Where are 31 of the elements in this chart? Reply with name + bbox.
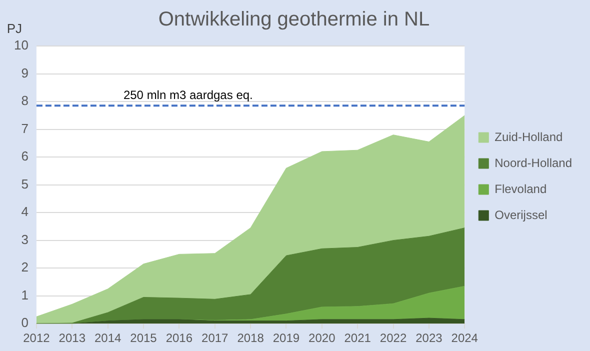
legend-label: Noord-Holland [494,156,572,170]
y-tick-label: 5 [21,176,28,192]
x-tick-label: 2020 [308,331,336,346]
x-tick-label: 2017 [202,331,229,346]
x-tick-label: 2021 [344,331,372,346]
x-tick-label: 2013 [58,331,86,346]
y-tick-label: 10 [14,38,28,53]
ref-line-label: 250 mln m3 aardgas eq. [123,88,253,102]
y-tick-label: 6 [21,148,28,164]
x-tick-label: 2012 [23,331,50,346]
y-tick-label: 3 [21,232,28,247]
chart-title: Ontwikkeling geothermie in NL [158,8,430,31]
y-tick-label: 8 [21,93,28,108]
legend-label: Overijssel [494,208,548,222]
y-tick-label: 4 [21,204,28,220]
y-tick-label: 0 [21,315,28,330]
y-tick-label: 2 [21,260,28,275]
y-tick-label: 7 [21,120,28,136]
x-tick-label: 2015 [130,331,158,346]
x-tick-label: 2023 [416,331,443,346]
y-tick-label: 1 [21,287,28,302]
x-tick-label: 2022 [380,331,407,346]
y-axis-title: PJ [6,21,22,36]
x-tick-label: 2024 [451,331,478,346]
y-tick-label: 9 [21,65,28,80]
x-tick-label: 2014 [94,331,122,346]
legend-label: Zuid-Holland [494,130,563,144]
x-tick-label: 2016 [166,331,193,346]
legend-label: Flevoland [494,182,547,196]
x-tick-label: 2019 [272,331,300,346]
x-tick-label: 2018 [237,331,264,346]
